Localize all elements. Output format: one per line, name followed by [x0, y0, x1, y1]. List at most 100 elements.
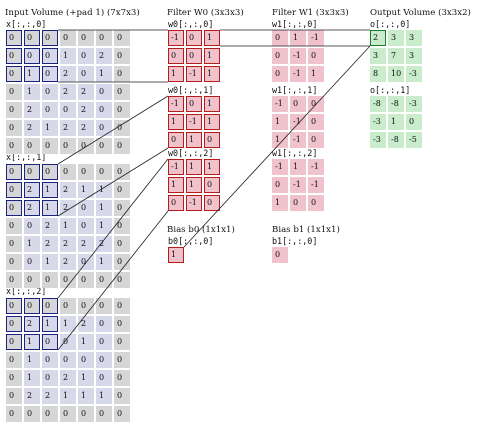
- input-cell: 1: [96, 182, 112, 198]
- output-cell: -8: [388, 96, 404, 112]
- input-cell: 0: [6, 48, 22, 64]
- input-cell: 1: [60, 48, 76, 64]
- input-cell: 0: [78, 48, 94, 64]
- input-cell: 0: [114, 272, 130, 288]
- b0-slice-label: b0[:,:,0]: [168, 236, 214, 246]
- w1-cell: 1: [290, 30, 306, 46]
- input-cell: 0: [60, 406, 76, 422]
- input-cell: 0: [6, 66, 22, 82]
- input-cell: 0: [6, 200, 22, 216]
- input-cell: 0: [60, 298, 76, 314]
- input-cell: 0: [96, 352, 112, 368]
- w1-slice-0-label: w1[:,:,0]: [272, 19, 318, 29]
- w1-cell: -1: [272, 159, 288, 175]
- input-cell: 0: [114, 84, 130, 100]
- input-cell: 0: [6, 370, 22, 386]
- input-cell: 0: [96, 334, 112, 350]
- output-cell: 0: [406, 114, 422, 130]
- w1-cell: -1: [290, 132, 306, 148]
- input-cell: 0: [42, 164, 58, 180]
- input-cell: 0: [78, 218, 94, 234]
- input-cell: 2: [42, 218, 58, 234]
- w0-cell: 1: [204, 48, 220, 64]
- input-cell: 0: [78, 254, 94, 270]
- output-cell: 8: [370, 66, 386, 82]
- w0-cell: 0: [186, 96, 202, 112]
- w1-cell: -1: [308, 159, 324, 175]
- output-slice-1-label: o[:,:,1]: [370, 85, 411, 95]
- input-cell: 2: [78, 102, 94, 118]
- input-cell: 0: [96, 84, 112, 100]
- w0-cell: 0: [186, 48, 202, 64]
- input-cell: 0: [24, 298, 40, 314]
- w0-cell: -1: [168, 96, 184, 112]
- input-cell: 1: [78, 334, 94, 350]
- filter-w1-title: Filter W1 (3x3x3): [272, 8, 349, 18]
- w1-cell: 0: [290, 96, 306, 112]
- input-cell: 0: [42, 352, 58, 368]
- input-cell: 2: [24, 388, 40, 404]
- w0-slice-2-label: w0[:,:,2]: [168, 148, 214, 158]
- w0-cell: -1: [186, 114, 202, 130]
- input-cell: 0: [24, 272, 40, 288]
- w0-cell: 1: [204, 66, 220, 82]
- input-cell: 2: [24, 316, 40, 332]
- input-cell: 0: [42, 334, 58, 350]
- w1-cell: -1: [290, 114, 306, 130]
- input-cell: 0: [114, 30, 130, 46]
- input-cell: 2: [60, 182, 76, 198]
- input-cell: 0: [6, 120, 22, 136]
- input-cell: 0: [6, 406, 22, 422]
- input-cell: 0: [60, 272, 76, 288]
- input-cell: 0: [114, 388, 130, 404]
- input-cell: 0: [114, 254, 130, 270]
- input-cell: 0: [114, 66, 130, 82]
- output-cell: -8: [370, 96, 386, 112]
- bias-b0-title: Bias b0 (1x1x1): [167, 225, 235, 235]
- input-cell: 2: [60, 66, 76, 82]
- input-cell: 1: [24, 84, 40, 100]
- b0-cell: 1: [168, 247, 184, 263]
- input-cell: 0: [24, 218, 40, 234]
- input-cell: 2: [24, 182, 40, 198]
- input-cell: 0: [42, 298, 58, 314]
- input-cell: 2: [60, 254, 76, 270]
- input-cell: 2: [78, 316, 94, 332]
- w0-slice-0-label: w0[:,:,0]: [168, 19, 214, 29]
- input-cell: 0: [6, 254, 22, 270]
- input-cell: 0: [6, 138, 22, 154]
- w1-cell: 0: [308, 114, 324, 130]
- input-cell: 1: [42, 120, 58, 136]
- w1-slice-1-label: w1[:,:,1]: [272, 85, 318, 95]
- w0-cell: -1: [186, 195, 202, 211]
- input-cell: 1: [42, 316, 58, 332]
- w1-cell: -1: [308, 177, 324, 193]
- input-cell: 0: [42, 66, 58, 82]
- input-cell: 1: [96, 66, 112, 82]
- input-cell: 0: [6, 352, 22, 368]
- input-cell: 0: [60, 102, 76, 118]
- input-cell: 0: [78, 30, 94, 46]
- input-cell: 0: [96, 120, 112, 136]
- w0-cell: 0: [204, 177, 220, 193]
- input-cell: 1: [96, 200, 112, 216]
- input-slice-0-label: x[:,:,0]: [6, 19, 47, 29]
- input-cell: 1: [96, 388, 112, 404]
- w1-cell: 0: [272, 30, 288, 46]
- input-cell: 1: [78, 370, 94, 386]
- w0-cell: 1: [186, 177, 202, 193]
- w1-cell: -1: [290, 48, 306, 64]
- input-cell: 2: [60, 120, 76, 136]
- input-cell: 0: [6, 388, 22, 404]
- output-volume-title: Output Volume (3x3x2): [370, 8, 471, 18]
- input-cell: 0: [96, 406, 112, 422]
- w1-cell: -1: [272, 96, 288, 112]
- w0-cell: 0: [204, 195, 220, 211]
- input-slice-2-label: x[:,:,2]: [6, 286, 47, 296]
- input-cell: 0: [114, 182, 130, 198]
- w1-cell: 1: [272, 114, 288, 130]
- w1-cell: 1: [308, 66, 324, 82]
- input-cell: 1: [96, 218, 112, 234]
- input-cell: 2: [96, 236, 112, 252]
- input-cell: 2: [60, 84, 76, 100]
